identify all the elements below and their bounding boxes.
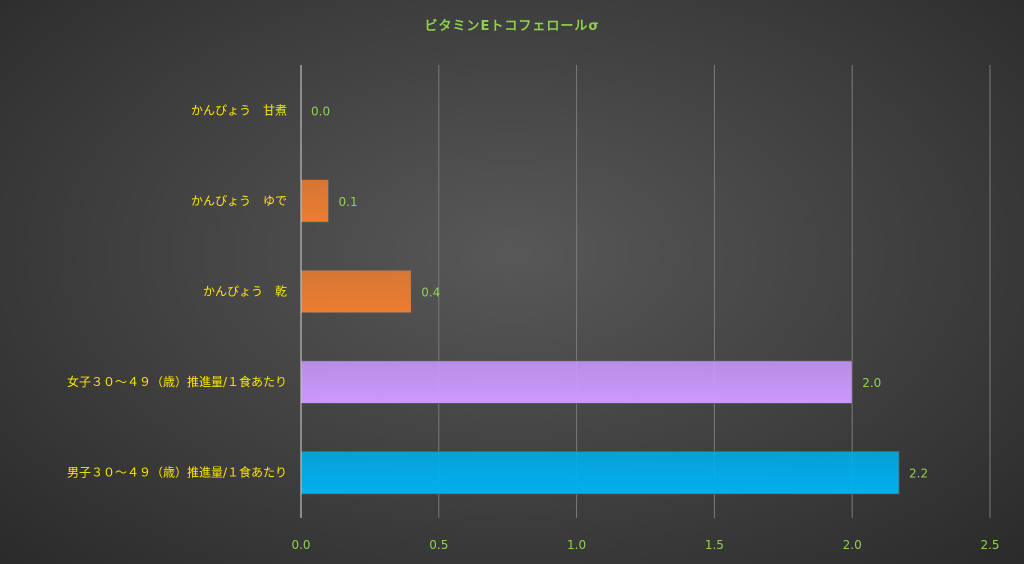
- chart-title: ビタミンEトコフェロールσ: [424, 18, 599, 34]
- data-label: 0.0: [311, 104, 330, 118]
- x-tick-label: 0.5: [429, 538, 448, 552]
- x-tick-label: 1.0: [567, 538, 586, 552]
- x-tick-label: 2.0: [843, 538, 862, 552]
- x-tick-label: 2.5: [980, 538, 999, 552]
- data-label: 2.2: [909, 467, 928, 481]
- category-label: かんぴょう ゆで: [191, 194, 287, 208]
- category-label: かんぴょう 乾: [203, 285, 287, 299]
- category-label: 男子３０～４９（歳）推進量/１食あたり: [67, 465, 287, 480]
- bar: [300, 451, 900, 495]
- bar: [300, 269, 412, 314]
- labels: 0.0 0.5 1.0 1.5 2.0 2.5 かんぴょう 甘煮 0.0 かんぴょう ゆで 0.1…: [67, 103, 1000, 552]
- grid-lines: [438, 65, 991, 518]
- data-label: 0.4: [421, 286, 440, 300]
- bar: [300, 360, 853, 404]
- bars: [300, 179, 900, 495]
- x-tick-label: 0.0: [291, 538, 310, 552]
- data-label: 0.1: [339, 195, 358, 209]
- category-label: 女子３０～４９（歳）推進量/１食あたり: [67, 374, 287, 389]
- x-tick-label: 1.5: [705, 538, 724, 552]
- bar: [300, 179, 329, 223]
- category-label: かんぴょう 甘煮: [191, 103, 287, 117]
- data-label: 2.0: [862, 376, 881, 390]
